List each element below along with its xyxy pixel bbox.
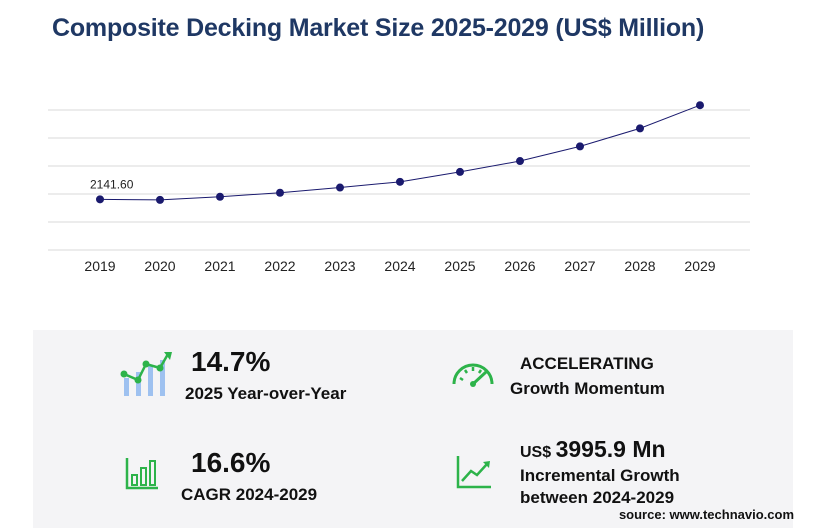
- x-tick-label: 2022: [264, 258, 295, 274]
- cagr-label: CAGR 2024-2029: [181, 485, 318, 504]
- incremental-value-row: US$ 3995.9 Mn: [520, 436, 666, 463]
- data-label: 2141.60: [90, 177, 134, 191]
- data-labels: 2141.60: [90, 177, 134, 191]
- x-tick-label: 2019: [84, 258, 115, 274]
- source-note: source: www.technavio.com: [618, 507, 794, 522]
- data-point-2029: [696, 101, 704, 110]
- trend-line-icon: [456, 456, 491, 489]
- cagr-value: 16.6%: [191, 447, 271, 478]
- series-line: [96, 101, 704, 204]
- incremental-value: 3995.9 Mn: [555, 436, 666, 462]
- x-tick-label: 2025: [444, 258, 475, 274]
- x-tick-label: 2024: [384, 258, 415, 274]
- momentum-label: Growth Momentum: [510, 379, 665, 398]
- data-point-2021: [216, 192, 224, 201]
- x-tick-label: 2020: [144, 258, 175, 274]
- x-tick-label: 2026: [504, 258, 535, 274]
- incremental-label-2: between 2024-2029: [520, 488, 675, 507]
- data-point-2027: [576, 142, 584, 151]
- yoy-label: 2025 Year-over-Year: [185, 384, 347, 403]
- data-point-2019: [96, 195, 104, 204]
- incremental-label-1: Incremental Growth: [520, 466, 680, 485]
- data-point-2025: [456, 167, 464, 176]
- yoy-value: 14.7%: [191, 346, 271, 377]
- currency-prefix: US$: [520, 444, 552, 461]
- line-chart: 2019 2020 2021 2022 2023 2024 2025 2026 2027 2028…: [48, 101, 750, 274]
- momentum-value: ACCELERATING: [520, 354, 654, 373]
- gridlines: [48, 109, 750, 251]
- growth-chart-icon: [120, 352, 172, 396]
- chart-title: Composite Decking Market Size 2025-2029 …: [52, 14, 705, 42]
- x-tick-label: 2027: [564, 258, 595, 274]
- data-point-2022: [276, 188, 284, 197]
- data-point-2020: [156, 195, 164, 204]
- x-axis-ticks: 2019 2020 2021 2022 2023 2024 2025 2026 2027 2028…: [84, 258, 715, 274]
- data-point-2028: [636, 124, 644, 133]
- x-tick-label: 2028: [624, 258, 655, 274]
- x-tick-label: 2021: [204, 258, 235, 274]
- data-point-2023: [336, 183, 344, 192]
- speedometer-icon: [452, 363, 494, 387]
- data-point-2026: [516, 157, 524, 166]
- kpi-panel: [33, 330, 793, 528]
- bar-chart-icon: [125, 458, 158, 490]
- x-tick-label: 2029: [684, 258, 715, 274]
- data-point-2024: [396, 177, 404, 186]
- x-tick-label: 2023: [324, 258, 355, 274]
